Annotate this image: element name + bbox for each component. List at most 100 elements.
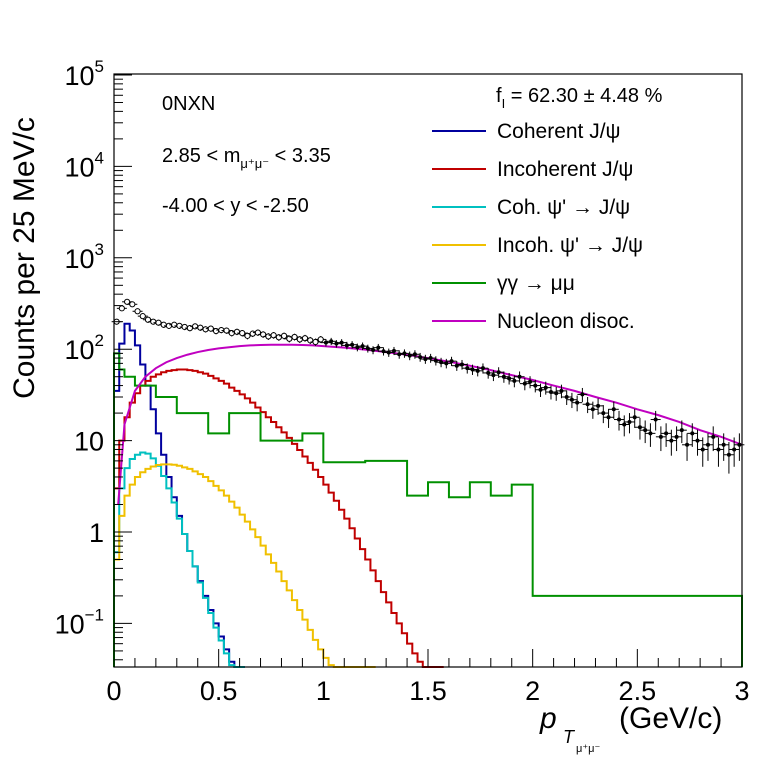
- data-point-marker: [150, 318, 157, 325]
- data-point-marker: [344, 343, 349, 348]
- data-point-marker: [569, 397, 574, 402]
- data-point-marker: [585, 402, 590, 407]
- data-point-marker: [412, 352, 417, 357]
- data-point: [237, 329, 248, 337]
- data-point: [457, 359, 468, 370]
- y-tick-label: 102: [64, 331, 104, 365]
- y-tick-exponent: 5: [95, 57, 104, 76]
- data-point-marker: [669, 438, 674, 443]
- data-point-marker: [653, 417, 658, 422]
- y-tick-exponent: −1: [85, 605, 104, 624]
- data-point-marker: [249, 330, 256, 337]
- data-point: [153, 319, 164, 326]
- data-point-marker: [590, 407, 595, 412]
- series-coh-j-line: [113, 451, 245, 668]
- data-point-marker: [480, 366, 485, 371]
- x-tick-label: 1.5: [409, 676, 447, 706]
- data-point-marker: [207, 325, 214, 332]
- legend-label: Coh. ψ' → J/ψ: [497, 196, 630, 219]
- data-point: [593, 398, 604, 415]
- data-point: [713, 437, 724, 467]
- data-point-marker: [254, 329, 262, 336]
- data-point: [310, 338, 321, 346]
- data-point-marker: [491, 373, 496, 378]
- data-point-marker: [129, 301, 136, 308]
- data-point-marker: [522, 381, 527, 386]
- data-point: [498, 371, 509, 383]
- data-point-marker: [538, 387, 543, 392]
- y-tick-label: 104: [64, 148, 104, 182]
- data-point: [116, 305, 127, 312]
- legend-label: Incoherent J/ψ: [497, 158, 633, 181]
- data-point: [535, 383, 546, 397]
- data-point: [676, 420, 687, 444]
- data-point-marker: [202, 326, 209, 333]
- data-point: [692, 429, 703, 456]
- data-point-marker: [606, 415, 611, 420]
- x-tick-label: 2: [525, 676, 540, 706]
- data-point: [415, 352, 426, 362]
- data-point: [352, 343, 363, 352]
- data-point-marker: [559, 388, 564, 393]
- data-point: [221, 327, 232, 334]
- data-point-marker: [575, 400, 580, 405]
- data-point-marker: [402, 351, 407, 356]
- data-point: [614, 410, 625, 431]
- x-tick-label: 0: [106, 676, 121, 706]
- fraction-f: f: [496, 85, 502, 107]
- data-point-marker: [339, 340, 344, 345]
- data-point-marker: [134, 308, 141, 315]
- legend-label: Coherent J/ψ: [497, 120, 621, 143]
- data-point-marker: [611, 407, 616, 412]
- annotation-block: 0NXN 2.85 < mμ⁺μ⁻ < 3.35 -4.00 < y < -2.…: [162, 85, 663, 217]
- y-tick-exponent: 4: [95, 148, 104, 167]
- data-point-marker: [685, 442, 690, 447]
- data-point-marker: [700, 447, 705, 452]
- data-point-marker: [664, 431, 669, 436]
- data-point: [540, 381, 551, 395]
- x-axis-title-sub: T: [563, 727, 576, 747]
- data-point-marker: [160, 321, 167, 328]
- data-point-marker: [397, 352, 402, 357]
- y-tick-base: 10: [64, 61, 94, 91]
- data-point-marker: [711, 434, 716, 439]
- data-point: [582, 396, 593, 414]
- data-point-marker: [171, 321, 178, 328]
- y-tick-label: 10: [74, 427, 104, 457]
- data-point-marker: [705, 442, 710, 447]
- legend-item-nucleon-disoc: Nucleon disoc.: [432, 310, 635, 333]
- data-point-marker: [212, 327, 220, 335]
- data-point-marker: [658, 434, 663, 439]
- data-point: [127, 301, 138, 308]
- fraction-value: = 62.30 ± 4.48 %: [505, 85, 662, 107]
- data-point-marker: [564, 394, 569, 399]
- data-point-marker: [360, 344, 365, 349]
- x-tick-label: 0.5: [200, 676, 238, 706]
- data-point: [545, 385, 556, 400]
- data-point: [561, 390, 572, 405]
- data-point-marker: [695, 438, 700, 443]
- y-tick-base: 10: [55, 609, 85, 639]
- data-point-marker: [428, 356, 433, 361]
- data-point: [682, 433, 693, 461]
- data-point: [441, 358, 452, 369]
- data-point-marker: [317, 336, 324, 343]
- data-point: [430, 356, 441, 366]
- data-point-marker: [376, 345, 381, 350]
- data-point-marker: [637, 425, 642, 430]
- data-point: [493, 367, 504, 378]
- mass-cut-label: 2.85 < mμ⁺μ⁻ < 3.35: [162, 145, 331, 171]
- data-point: [624, 413, 635, 434]
- data-point: [661, 423, 672, 447]
- data-point: [315, 336, 326, 344]
- data-point: [514, 371, 525, 383]
- data-point: [650, 410, 661, 431]
- data-point-marker: [123, 298, 131, 305]
- data-point-marker: [165, 322, 173, 329]
- data-point: [122, 298, 133, 305]
- data-point: [519, 377, 530, 391]
- data-point-marker: [260, 331, 267, 338]
- data-point-marker: [270, 332, 277, 339]
